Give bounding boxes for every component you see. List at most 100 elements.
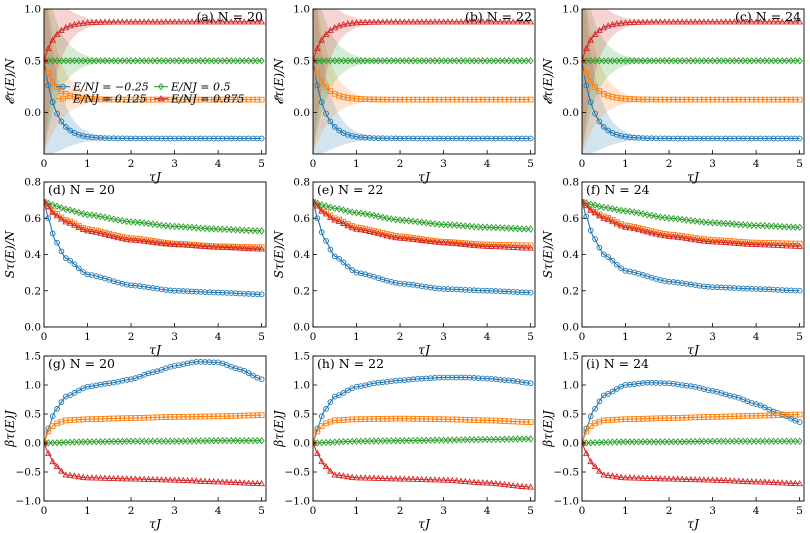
series-point-E3	[84, 438, 91, 446]
series-point-E3	[323, 202, 330, 210]
series-point-E3	[753, 57, 760, 65]
series-point-E3	[254, 227, 261, 235]
series-point-E3	[757, 221, 764, 230]
series-point-E3	[49, 439, 56, 447]
series-point-E3	[180, 223, 187, 231]
series-point-E3	[466, 57, 473, 65]
series-point-E4	[466, 478, 474, 485]
series-point-E3	[353, 57, 360, 65]
series-point-E4	[318, 207, 326, 214]
series-point-E3	[740, 57, 747, 65]
series-point-E4	[258, 18, 266, 25]
series-point-E4	[210, 18, 218, 25]
plot-frame	[312, 8, 536, 155]
series-point-E4	[49, 209, 57, 216]
series-point-E3	[314, 57, 321, 65]
series-point-E3	[340, 437, 347, 446]
series-point-E3	[596, 438, 603, 447]
series-point-E4	[318, 457, 326, 465]
series-point-E4	[357, 226, 365, 233]
series-point-E4	[92, 18, 100, 25]
series-point-E4	[652, 230, 660, 237]
series-point-E3	[427, 219, 434, 228]
series-point-E4	[392, 475, 400, 482]
series-point-E4	[422, 475, 430, 483]
series-point-E4	[92, 228, 100, 235]
series-point-E3	[713, 219, 720, 227]
series-point-E4	[752, 478, 760, 485]
series-point-E3	[626, 207, 633, 216]
series-point-E3	[783, 57, 790, 65]
series-point-E3	[687, 216, 694, 225]
series-point-E4	[591, 30, 599, 37]
series-point-E3	[613, 57, 620, 65]
series-point-E3	[232, 57, 239, 65]
series-point-E3	[631, 438, 638, 446]
series-point-E4	[340, 20, 347, 28]
series-point-E3	[679, 57, 686, 65]
series-point-E4	[171, 18, 178, 25]
series-point-E4	[665, 232, 673, 239]
panel-c: 0 1 2 3 4 5 0.0 0.5 1.0 τJ 𝓔τ(E)/N (c) N = 24	[541, 4, 805, 184]
series-point-E4	[331, 471, 339, 478]
x-tick-label: 1	[84, 505, 91, 517]
series-point-E4	[175, 476, 183, 483]
series-point-E4	[656, 475, 664, 482]
series-point-E3	[427, 57, 434, 65]
series-point-E3	[145, 57, 152, 65]
series-point-E4	[488, 18, 495, 25]
series-point-E4	[630, 18, 638, 25]
series-point-E3	[45, 57, 52, 65]
series-point-E4	[44, 203, 52, 210]
series-point-E1	[527, 135, 534, 142]
series-point-E3	[67, 57, 74, 65]
series-point-E3	[466, 222, 473, 231]
series-point-E1	[71, 390, 78, 396]
series-point-E3	[479, 435, 486, 444]
series-point-E4	[348, 19, 356, 26]
panel-label: (h) N = 22	[317, 356, 384, 371]
series-point-E4	[626, 224, 634, 231]
series-point-E3	[423, 219, 430, 227]
series-point-E4	[179, 18, 187, 25]
series-point-E3	[458, 57, 464, 65]
series-point-E3	[215, 225, 222, 233]
series-point-E1	[58, 248, 65, 255]
series-point-E3	[418, 436, 425, 445]
series-point-E3	[167, 222, 174, 230]
series-point-E4	[470, 241, 478, 248]
series-point-E4	[92, 474, 100, 481]
series-point-E4	[313, 44, 321, 51]
series-point-E4	[414, 475, 421, 482]
series-point-E3	[210, 436, 217, 445]
series-point-E3	[254, 436, 261, 445]
series-point-E4	[496, 480, 504, 487]
series-line-E2	[313, 201, 531, 246]
series-point-E4	[696, 476, 703, 483]
x-tick-label: 5	[527, 158, 534, 170]
series-point-E3	[440, 220, 447, 229]
series-point-E4	[245, 479, 252, 486]
series-point-E4	[123, 235, 131, 242]
series-point-E4	[453, 477, 461, 484]
series-point-E3	[119, 437, 126, 446]
series-point-E4	[726, 477, 734, 484]
series-point-E1	[318, 99, 325, 105]
series-point-E3	[700, 437, 707, 446]
x-tick-label: 1	[353, 331, 360, 343]
series-point-E3	[774, 437, 781, 445]
series-line-E2	[44, 60, 262, 101]
x-tick-label: 5	[796, 505, 803, 517]
series-point-E3	[796, 437, 803, 445]
series-point-E4	[140, 18, 148, 25]
series-point-E3	[184, 57, 191, 65]
y-tick-label: −0.5	[554, 467, 580, 479]
series-point-E4	[110, 18, 118, 25]
series-point-E3	[336, 438, 343, 446]
series-point-E3	[687, 437, 694, 446]
series-point-E4	[361, 18, 369, 25]
series-point-E4	[652, 474, 660, 482]
series-point-E4	[505, 18, 513, 25]
plot-frame	[581, 181, 805, 328]
series-point-E4	[587, 206, 595, 213]
